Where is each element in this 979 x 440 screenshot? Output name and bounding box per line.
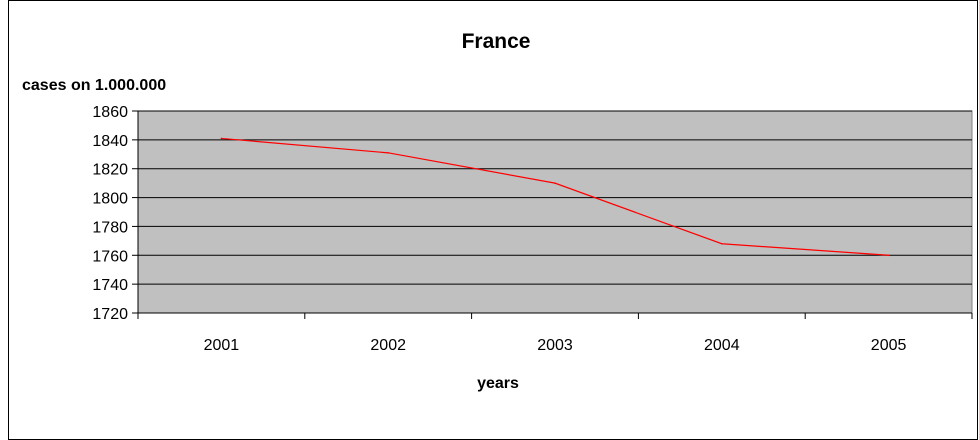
y-tick-label: 1720 — [92, 306, 128, 323]
x-axis: 2001 2002 2003 2004 2005 — [137, 312, 973, 354]
y-axis-label: cases on 1.000.000 — [22, 77, 166, 94]
chart-title: France — [462, 30, 531, 53]
data-point — [887, 254, 890, 257]
y-tick-label: 1760 — [92, 248, 128, 265]
x-tick-label: 2004 — [704, 337, 740, 354]
y-tick-label: 1780 — [92, 219, 128, 236]
data-point — [220, 137, 223, 140]
data-point — [387, 152, 390, 154]
x-tick-label: 2001 — [204, 337, 240, 354]
x-tick-label: 2002 — [370, 337, 406, 354]
x-tick-label: 2003 — [537, 337, 573, 354]
data-point — [721, 242, 723, 245]
x-axis-label: years — [477, 375, 519, 392]
y-tick-label: 1820 — [92, 162, 128, 179]
y-tick-label: 1840 — [92, 133, 128, 150]
x-tick-label: 2005 — [871, 337, 907, 354]
y-tick-label: 1740 — [92, 277, 128, 294]
plot-area — [137, 110, 973, 314]
series — [220, 137, 890, 257]
data-point — [554, 182, 556, 184]
line-chart: France cases on 1.000.000 years 1720 1740… — [22, 30, 973, 392]
gridlines — [138, 110, 972, 285]
y-tick-label: 1860 — [92, 104, 128, 121]
y-axis: 1720 1740 1760 1780 1800 1820 1840 1860 — [92, 104, 139, 323]
y-tick-label: 1800 — [92, 191, 128, 208]
